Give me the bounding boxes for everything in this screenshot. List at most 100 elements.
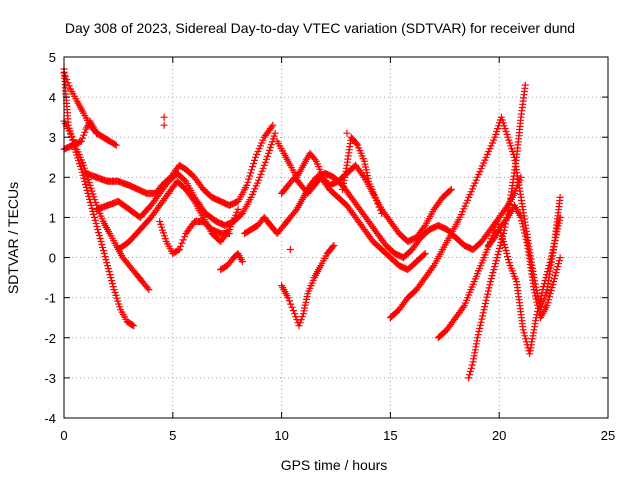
data-point <box>297 316 305 324</box>
data-point <box>534 301 542 309</box>
data-point <box>487 278 494 286</box>
series-track-m <box>278 242 338 330</box>
data-point <box>479 309 487 317</box>
data-point <box>479 312 486 320</box>
data-point <box>378 209 386 217</box>
data-point <box>484 287 492 295</box>
data-point <box>261 158 269 166</box>
data-point <box>256 173 264 181</box>
data-point <box>550 278 558 286</box>
data-point <box>522 335 530 343</box>
data-point <box>101 253 109 261</box>
data-point <box>295 322 303 330</box>
data-point <box>83 186 91 194</box>
data-point <box>78 168 86 176</box>
data-point <box>547 252 555 260</box>
data-point <box>505 201 513 209</box>
y-tick-label: 5 <box>49 50 56 65</box>
data-point <box>262 155 270 163</box>
y-tick-label: -3 <box>44 371 56 386</box>
data-point <box>496 242 504 249</box>
data-point <box>483 293 491 301</box>
y-axis-label: SDTVAR / TECUs <box>5 182 21 294</box>
data-point <box>473 334 481 342</box>
data-point <box>523 238 531 246</box>
data-point <box>521 229 529 237</box>
data-point <box>551 237 559 245</box>
data-point <box>298 313 306 321</box>
data-point <box>544 265 552 273</box>
data-point <box>375 203 383 211</box>
data-point <box>429 263 437 271</box>
data-point <box>550 275 558 283</box>
data-point <box>489 269 497 277</box>
data-point <box>554 263 562 271</box>
data-point <box>271 129 279 137</box>
data-point <box>518 217 526 225</box>
data-point <box>521 332 529 340</box>
y-tick-label: 0 <box>49 251 56 266</box>
data-point <box>112 141 120 149</box>
data-point <box>547 255 555 263</box>
data-point <box>248 166 256 174</box>
data-point <box>538 289 546 297</box>
data-point <box>259 164 267 172</box>
data-point <box>80 174 88 182</box>
data-point <box>107 274 115 282</box>
data-point <box>488 272 496 280</box>
data-point <box>476 321 484 329</box>
data-point <box>106 271 114 279</box>
data-point <box>533 298 541 306</box>
data-point <box>296 319 304 327</box>
data-point <box>480 306 488 314</box>
data-point <box>545 262 553 270</box>
y-tick-label: -2 <box>44 331 56 346</box>
data-point <box>465 374 473 382</box>
data-point <box>104 262 111 270</box>
data-point <box>82 183 90 191</box>
data-point <box>467 368 474 375</box>
data-point <box>466 371 474 379</box>
y-tick-label: -1 <box>44 291 56 306</box>
data-point <box>90 210 98 218</box>
data-point <box>92 220 100 227</box>
data-point <box>468 361 476 369</box>
y-tick-label: 1 <box>49 210 56 225</box>
data-point <box>518 220 526 228</box>
data-point <box>234 205 242 213</box>
data-point <box>285 297 293 305</box>
data-point <box>284 294 292 302</box>
x-tick-label: 10 <box>274 428 288 443</box>
data-point <box>519 326 527 334</box>
data-point <box>258 167 266 175</box>
data-point <box>260 161 268 169</box>
data-point <box>247 169 255 177</box>
data-point <box>540 283 547 291</box>
data-point <box>91 213 98 221</box>
data-point <box>477 318 485 326</box>
y-tick-label: 2 <box>49 170 56 185</box>
data-point <box>420 223 428 231</box>
data-point <box>144 284 152 292</box>
series-track-e <box>82 121 277 209</box>
data-point <box>492 257 500 265</box>
data-point <box>64 79 72 87</box>
data-point <box>459 303 467 311</box>
data-point <box>505 259 513 267</box>
data-point <box>474 331 482 339</box>
data-point <box>289 307 297 314</box>
data-point <box>77 165 85 173</box>
data-point <box>249 163 257 171</box>
data-point <box>499 233 507 240</box>
data-point <box>497 239 505 246</box>
x-tick-label: 5 <box>169 428 176 443</box>
data-point <box>555 257 563 265</box>
data-point <box>105 268 113 276</box>
data-point <box>548 284 556 292</box>
data-point <box>484 290 492 298</box>
series-track-a <box>60 65 138 330</box>
data-point <box>343 129 351 137</box>
series-isolated <box>160 113 351 253</box>
data-point <box>520 226 528 234</box>
